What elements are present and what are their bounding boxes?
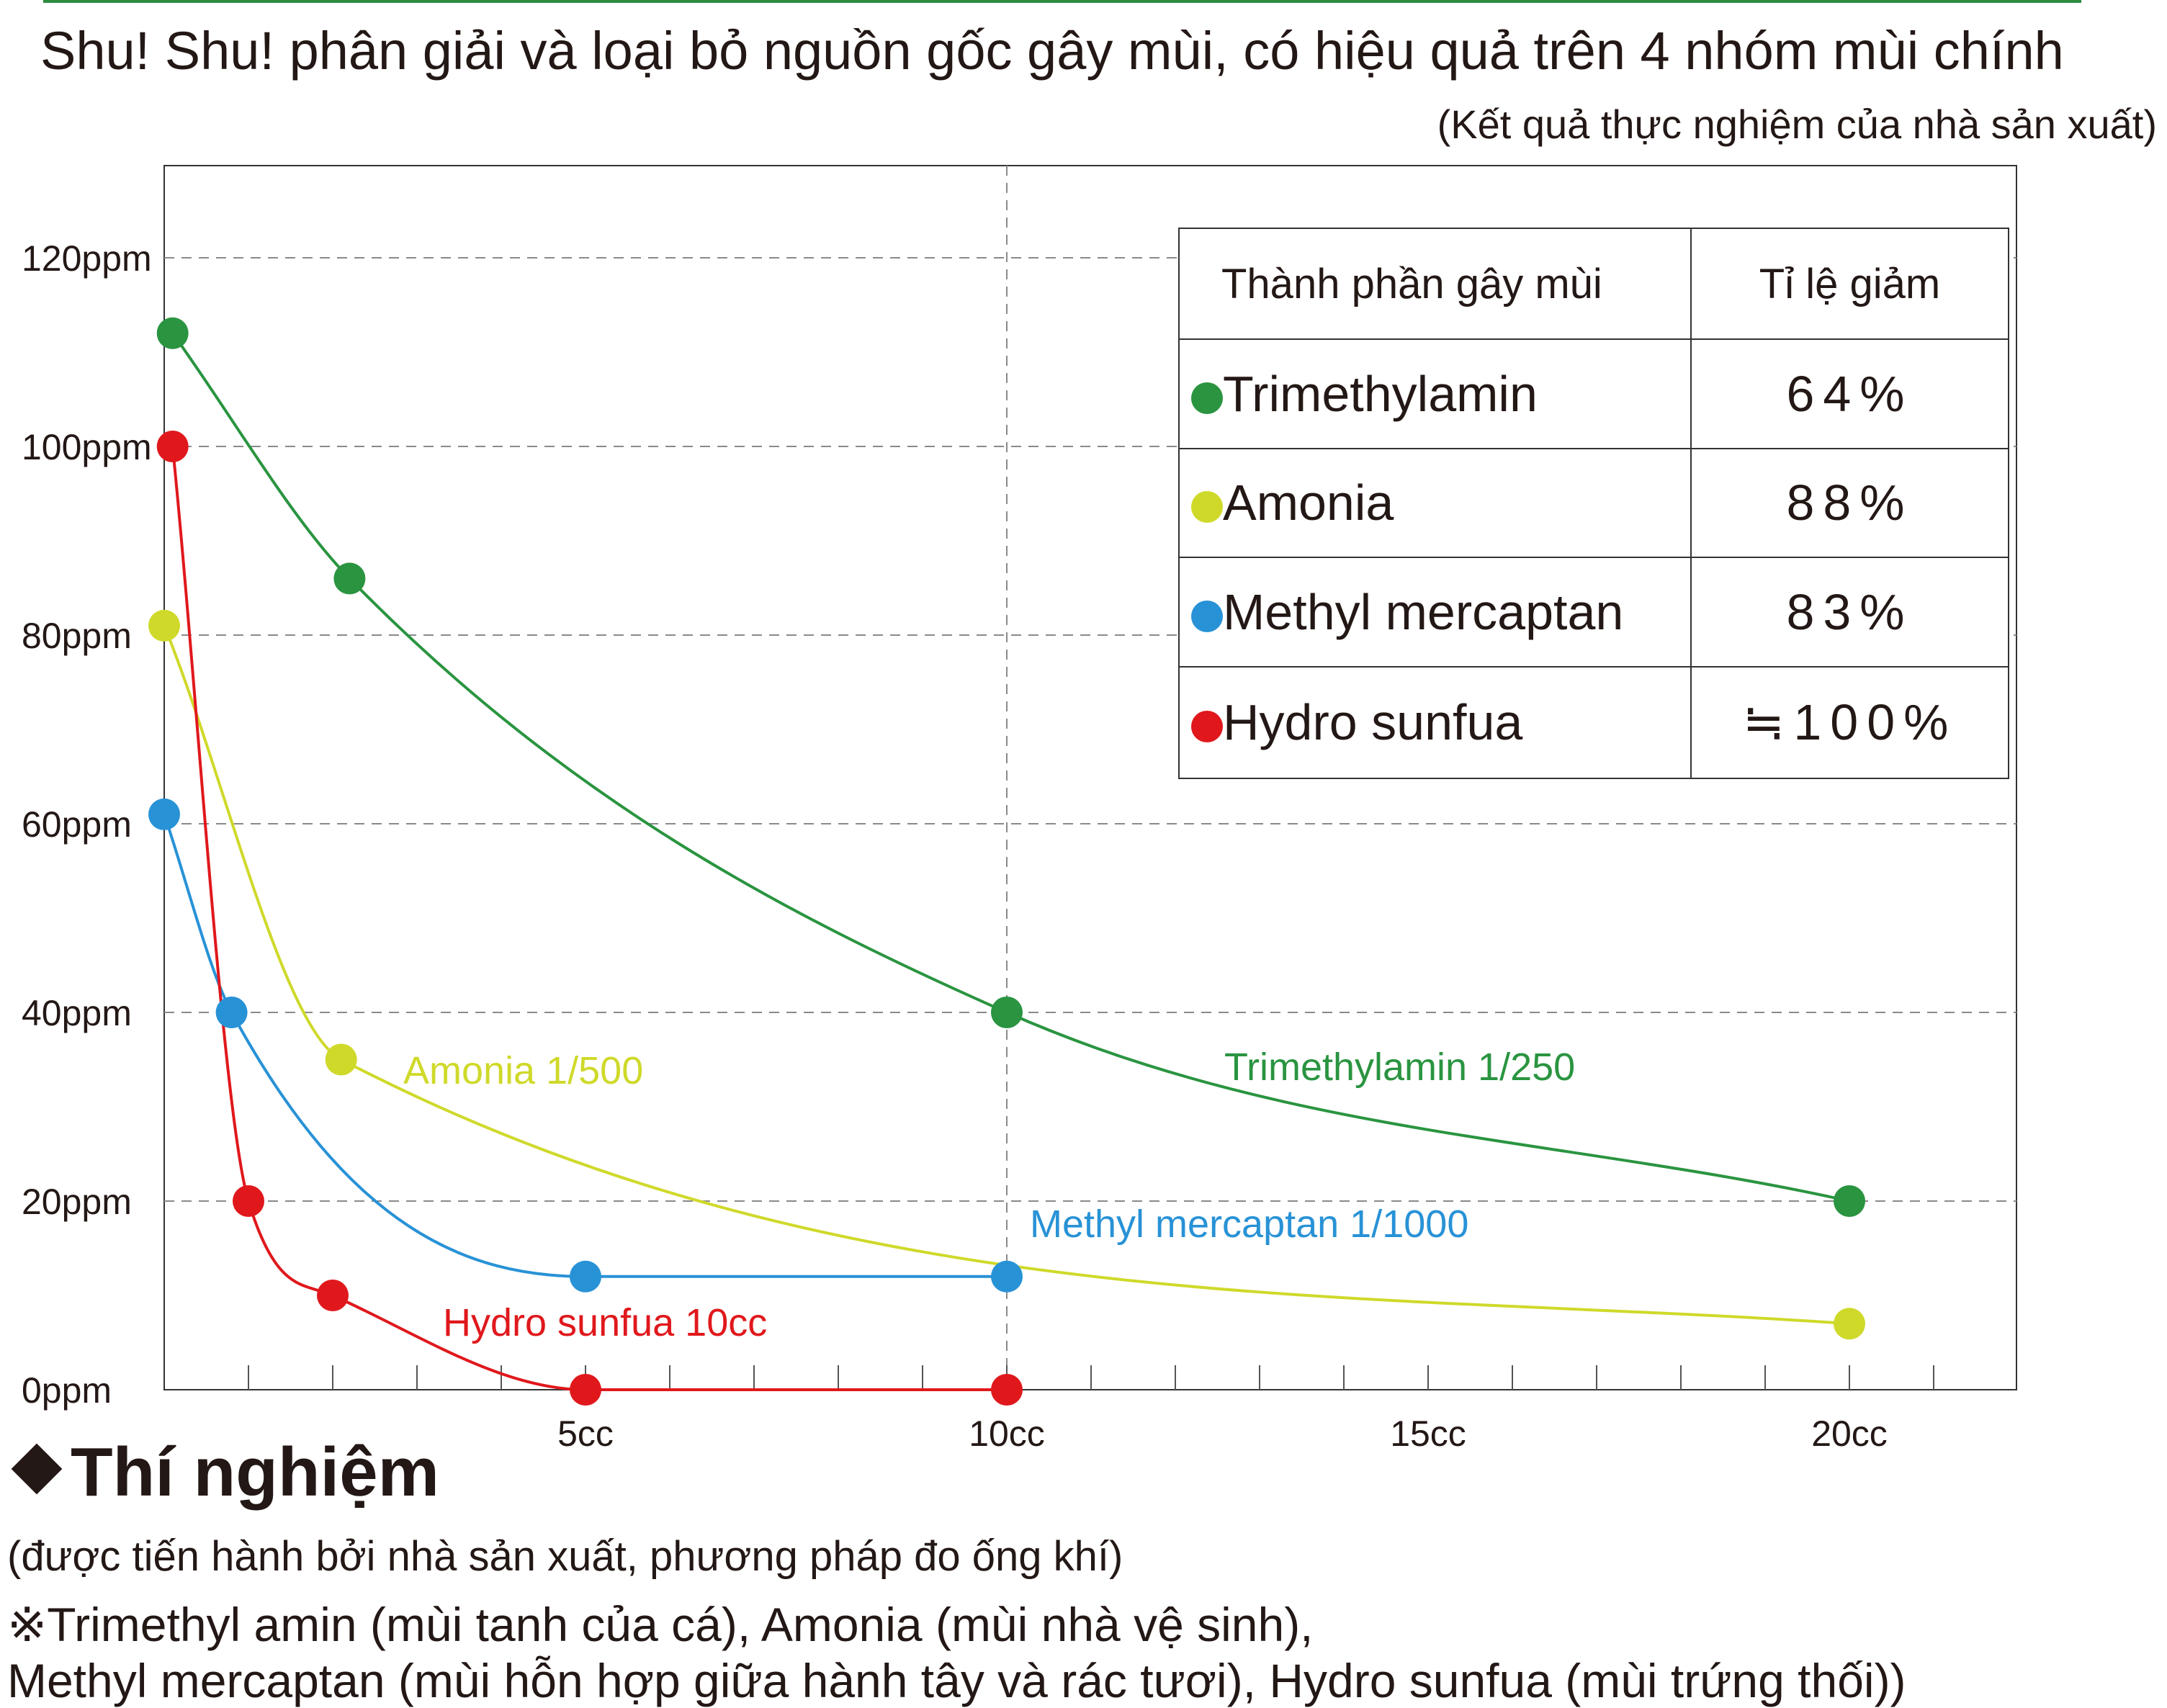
- data-point: [317, 1280, 349, 1311]
- series-label: Hydro sunfua 10cc: [443, 1301, 767, 1344]
- legend-table: Thành phần gây mùi Tỉ lệ giảm Trimethyla…: [1178, 228, 2009, 780]
- legend-name: Hydro sunfua: [1223, 694, 1523, 751]
- data-point: [156, 431, 189, 462]
- legend-row: Hydro sunfua ≒100%: [1178, 665, 2009, 780]
- blue-dot-icon: [1191, 600, 1223, 632]
- legend-row: Trimethylamin 64%: [1178, 338, 2009, 449]
- data-point: [325, 1043, 357, 1076]
- data-point: [1834, 1308, 1865, 1340]
- legend-name: Trimethylamin: [1223, 365, 1538, 422]
- chart-subtitle: (Kết quả thực nghiệm của nhà sản xuất): [1437, 102, 2157, 147]
- series-line: [171, 446, 1007, 1392]
- legend-header-component: Thành phần gây mùi: [1178, 228, 1692, 340]
- legend-row: Methyl mercaptan 83%: [1178, 557, 2009, 668]
- x-tick-label: 5cc: [557, 1413, 614, 1454]
- legend-value: 88%: [1690, 447, 2009, 559]
- series-line: [171, 332, 1850, 1203]
- legend-value: 64%: [1690, 338, 2009, 449]
- data-point: [333, 562, 366, 595]
- legend-header-reduction: Tỉ lệ giảm: [1690, 228, 2009, 340]
- experiment-heading: Thí nghiệm: [7, 1433, 439, 1512]
- experiment-note-odors-2: Methyl mercaptan (mùi hỗn hợp giữa hành …: [7, 1654, 1906, 1707]
- top-rule: [43, 0, 2081, 3]
- experiment-note-method: (được tiến hành bởi nhà sản xuất, phương…: [7, 1533, 1123, 1580]
- y-tick-label: 40ppm: [22, 993, 132, 1033]
- data-point: [991, 997, 1023, 1028]
- y-tick-label: 60ppm: [22, 804, 132, 845]
- y-tick-label: 0ppm: [22, 1370, 112, 1411]
- data-point: [156, 317, 189, 349]
- legend-value: 83%: [1690, 557, 2009, 668]
- data-point: [570, 1374, 601, 1406]
- data-point: [1834, 1185, 1865, 1217]
- x-tick-label: 10cc: [969, 1413, 1045, 1454]
- experiment-note-odors-1: ※Trimethyl amin (mùi tanh của cá), Amoni…: [7, 1598, 1314, 1651]
- x-tick-label: 20cc: [1811, 1413, 1888, 1454]
- yellow-dot-icon: [1191, 491, 1223, 523]
- legend-name: Methyl mercaptan: [1223, 583, 1624, 640]
- data-point: [215, 997, 248, 1028]
- series-label: Methyl mercaptan 1/1000: [1030, 1203, 1468, 1246]
- data-point: [148, 609, 180, 642]
- data-point: [148, 798, 180, 830]
- chart-title: Shu! Shu! phân giải và loại bỏ nguồn gốc…: [40, 21, 2064, 81]
- y-tick-label: 120ppm: [22, 238, 152, 279]
- experiment-heading-text: Thí nghiệm: [71, 1434, 439, 1511]
- series-line: [163, 814, 1007, 1278]
- series-label: Trimethylamin 1/250: [1224, 1046, 1575, 1089]
- legend-row: Amonia 88%: [1178, 447, 2009, 559]
- y-tick-label: 20ppm: [22, 1182, 132, 1222]
- data-point: [991, 1260, 1023, 1293]
- data-point: [991, 1374, 1023, 1406]
- data-point: [233, 1185, 264, 1217]
- y-tick-label: 100ppm: [22, 427, 152, 467]
- legend-name: Amonia: [1223, 475, 1394, 531]
- x-tick-label: 15cc: [1390, 1413, 1466, 1454]
- diamond-icon: [11, 1443, 63, 1495]
- y-tick-label: 80ppm: [22, 616, 132, 656]
- data-point: [570, 1260, 601, 1293]
- series-line: [163, 625, 1850, 1326]
- green-dot-icon: [1191, 382, 1223, 414]
- legend-value: ≒100%: [1690, 665, 2009, 780]
- series-label: Amonia 1/500: [403, 1049, 643, 1092]
- red-dot-icon: [1191, 711, 1223, 743]
